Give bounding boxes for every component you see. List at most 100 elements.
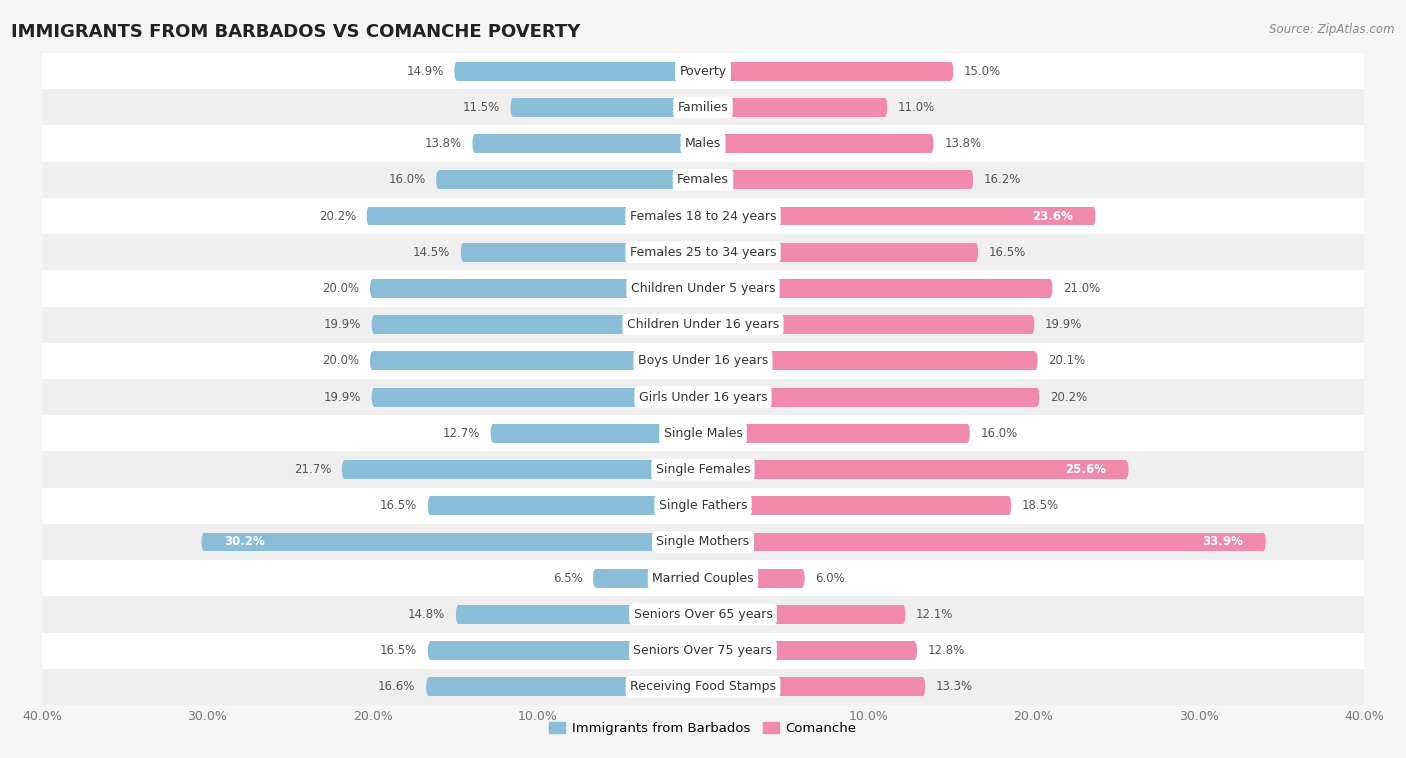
Text: 20.0%: 20.0%: [322, 282, 360, 295]
Bar: [430, 641, 703, 660]
Bar: [42, 161, 1364, 198]
Text: 20.2%: 20.2%: [319, 209, 356, 223]
Ellipse shape: [882, 98, 887, 117]
Text: Boys Under 16 years: Boys Under 16 years: [638, 355, 768, 368]
Text: 6.5%: 6.5%: [553, 572, 582, 584]
Ellipse shape: [1029, 315, 1035, 334]
Text: 14.8%: 14.8%: [408, 608, 446, 621]
Text: Single Fathers: Single Fathers: [659, 500, 747, 512]
Bar: [439, 171, 703, 190]
Ellipse shape: [454, 61, 460, 80]
Text: Single Mothers: Single Mothers: [657, 535, 749, 549]
Ellipse shape: [973, 243, 979, 262]
Text: 16.5%: 16.5%: [988, 246, 1026, 258]
Text: 13.3%: 13.3%: [936, 681, 973, 694]
Text: Single Males: Single Males: [664, 427, 742, 440]
Text: Single Females: Single Females: [655, 463, 751, 476]
Bar: [703, 243, 976, 262]
Text: Seniors Over 65 years: Seniors Over 65 years: [634, 608, 772, 621]
Ellipse shape: [800, 568, 804, 587]
Bar: [42, 524, 1364, 560]
Bar: [370, 207, 703, 225]
Text: 30.2%: 30.2%: [224, 535, 264, 549]
Text: 14.9%: 14.9%: [406, 64, 444, 77]
Bar: [703, 387, 1036, 406]
Text: Females 25 to 34 years: Females 25 to 34 years: [630, 246, 776, 258]
Ellipse shape: [948, 61, 953, 80]
Bar: [42, 271, 1364, 306]
Bar: [703, 533, 1263, 551]
Bar: [703, 605, 903, 624]
Text: 6.0%: 6.0%: [815, 572, 845, 584]
Bar: [42, 487, 1364, 524]
Bar: [703, 98, 884, 117]
Ellipse shape: [371, 387, 377, 406]
Ellipse shape: [1007, 496, 1011, 515]
Bar: [374, 387, 703, 406]
Ellipse shape: [912, 641, 917, 660]
Ellipse shape: [371, 315, 377, 334]
Text: 14.5%: 14.5%: [413, 246, 450, 258]
Bar: [344, 460, 703, 479]
Bar: [703, 134, 931, 153]
Text: 21.7%: 21.7%: [294, 463, 332, 476]
Text: Females: Females: [678, 174, 728, 186]
Bar: [42, 452, 1364, 487]
Bar: [703, 678, 922, 697]
Bar: [42, 126, 1364, 161]
Text: 12.8%: 12.8%: [928, 644, 965, 657]
Text: Children Under 16 years: Children Under 16 years: [627, 318, 779, 331]
Text: 25.6%: 25.6%: [1066, 463, 1107, 476]
Bar: [373, 279, 703, 298]
Text: 16.5%: 16.5%: [380, 500, 418, 512]
Bar: [494, 424, 703, 443]
Text: Girls Under 16 years: Girls Under 16 years: [638, 390, 768, 403]
Ellipse shape: [969, 171, 973, 190]
Bar: [42, 234, 1364, 271]
Ellipse shape: [965, 424, 970, 443]
Bar: [703, 171, 970, 190]
Text: 16.2%: 16.2%: [984, 174, 1021, 186]
Text: Females 18 to 24 years: Females 18 to 24 years: [630, 209, 776, 223]
Bar: [429, 678, 703, 697]
Text: 16.0%: 16.0%: [388, 174, 426, 186]
Ellipse shape: [201, 533, 207, 551]
Bar: [42, 198, 1364, 234]
Text: 16.5%: 16.5%: [380, 644, 418, 657]
Ellipse shape: [461, 243, 465, 262]
Text: 15.0%: 15.0%: [965, 64, 1001, 77]
Bar: [464, 243, 703, 262]
Bar: [703, 641, 914, 660]
Text: 19.9%: 19.9%: [323, 318, 361, 331]
Text: 19.9%: 19.9%: [1045, 318, 1083, 331]
Bar: [42, 53, 1364, 89]
Bar: [703, 424, 967, 443]
Bar: [42, 343, 1364, 379]
Text: Married Couples: Married Couples: [652, 572, 754, 584]
Text: Children Under 5 years: Children Under 5 years: [631, 282, 775, 295]
Bar: [42, 560, 1364, 597]
Text: 13.8%: 13.8%: [425, 137, 461, 150]
Bar: [42, 89, 1364, 126]
Text: 12.7%: 12.7%: [443, 427, 479, 440]
Bar: [42, 597, 1364, 632]
Bar: [373, 352, 703, 371]
Ellipse shape: [427, 496, 433, 515]
Bar: [42, 415, 1364, 452]
Legend: Immigrants from Barbados, Comanche: Immigrants from Barbados, Comanche: [544, 717, 862, 741]
Bar: [703, 279, 1050, 298]
Text: 13.8%: 13.8%: [945, 137, 981, 150]
Text: 20.1%: 20.1%: [1049, 355, 1085, 368]
Bar: [457, 61, 703, 80]
Bar: [42, 379, 1364, 415]
Bar: [596, 568, 703, 587]
Bar: [703, 315, 1032, 334]
Text: 33.9%: 33.9%: [1202, 535, 1243, 549]
Bar: [703, 496, 1008, 515]
Bar: [430, 496, 703, 515]
Text: Poverty: Poverty: [679, 64, 727, 77]
Ellipse shape: [1035, 387, 1039, 406]
Text: 19.9%: 19.9%: [323, 390, 361, 403]
Bar: [703, 352, 1035, 371]
Bar: [374, 315, 703, 334]
